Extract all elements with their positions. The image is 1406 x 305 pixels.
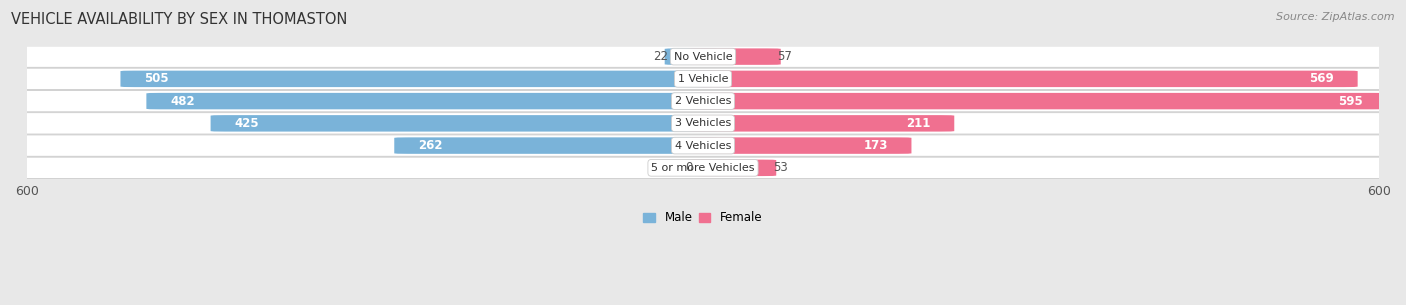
FancyBboxPatch shape: [665, 48, 717, 65]
FancyBboxPatch shape: [689, 115, 955, 131]
Text: 4 Vehicles: 4 Vehicles: [675, 141, 731, 151]
FancyBboxPatch shape: [689, 71, 1358, 87]
Text: 211: 211: [907, 117, 931, 130]
Text: 262: 262: [418, 139, 443, 152]
Text: VEHICLE AVAILABILITY BY SEX IN THOMASTON: VEHICLE AVAILABILITY BY SEX IN THOMASTON: [11, 12, 347, 27]
FancyBboxPatch shape: [689, 160, 776, 176]
FancyBboxPatch shape: [0, 113, 1406, 134]
FancyBboxPatch shape: [0, 46, 1406, 67]
FancyBboxPatch shape: [146, 93, 717, 109]
Text: 57: 57: [778, 50, 792, 63]
Text: 173: 173: [863, 139, 887, 152]
FancyBboxPatch shape: [0, 91, 1406, 112]
Legend: Male, Female: Male, Female: [638, 207, 768, 229]
Text: 5 or more Vehicles: 5 or more Vehicles: [651, 163, 755, 173]
Text: 0: 0: [686, 161, 693, 174]
Text: 482: 482: [170, 95, 194, 108]
FancyBboxPatch shape: [0, 157, 1406, 178]
Text: 53: 53: [773, 161, 787, 174]
FancyBboxPatch shape: [0, 68, 1406, 90]
Text: No Vehicle: No Vehicle: [673, 52, 733, 62]
Text: 22: 22: [652, 50, 668, 63]
FancyBboxPatch shape: [121, 71, 717, 87]
Text: Source: ZipAtlas.com: Source: ZipAtlas.com: [1277, 12, 1395, 22]
FancyBboxPatch shape: [0, 135, 1406, 156]
FancyBboxPatch shape: [689, 93, 1386, 109]
Text: 569: 569: [1309, 72, 1334, 85]
Text: 3 Vehicles: 3 Vehicles: [675, 118, 731, 128]
FancyBboxPatch shape: [211, 115, 717, 131]
Text: 1 Vehicle: 1 Vehicle: [678, 74, 728, 84]
FancyBboxPatch shape: [394, 137, 717, 154]
Text: 505: 505: [145, 72, 169, 85]
Text: 595: 595: [1339, 95, 1364, 108]
Text: 2 Vehicles: 2 Vehicles: [675, 96, 731, 106]
FancyBboxPatch shape: [689, 48, 780, 65]
Text: 425: 425: [235, 117, 259, 130]
FancyBboxPatch shape: [689, 137, 911, 154]
